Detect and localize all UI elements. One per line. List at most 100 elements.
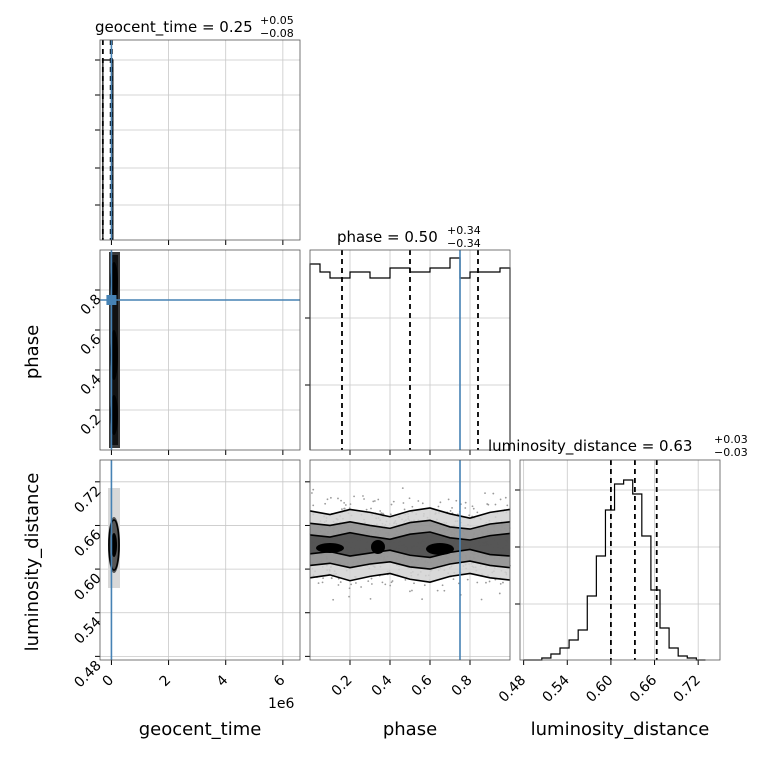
pl-sample-point <box>380 512 383 515</box>
gtl-contour-outer <box>108 519 120 571</box>
ld-xtick-label-4: 0.72 <box>670 672 703 705</box>
pl-sample-point <box>401 487 404 490</box>
title-phase-minus: −0.34 <box>447 237 481 250</box>
pl-sample-point <box>476 511 479 514</box>
pl-sample-point <box>343 501 346 504</box>
phase-histogram-panel <box>305 249 511 455</box>
ld-frame <box>519 459 721 661</box>
pl-sample-point <box>337 497 339 500</box>
title-luminosity-distance: luminosity_distance = 0.63 <box>488 437 692 456</box>
pl-sample-point <box>379 510 382 512</box>
gtp-ytick-label-2: 0.6 <box>78 331 105 358</box>
title-phase-plus: +0.34 <box>447 224 481 237</box>
pl-contour-1-lower <box>309 560 511 570</box>
geocent-time-vs-phase-panel: 0.2 0.4 0.6 0.8 <box>78 249 301 455</box>
gtp-frame <box>99 249 301 451</box>
gtl-xtick-label-1: 2 <box>157 672 175 690</box>
pl-contour-2-upper <box>309 531 511 541</box>
pl-sample-point <box>329 496 332 499</box>
pl-sample-point <box>471 505 474 508</box>
pl-sample-point <box>348 595 350 598</box>
gtl-contour-inner <box>111 533 117 557</box>
pl-sample-point <box>455 499 458 502</box>
pl-sample-point <box>443 589 446 592</box>
pl-sample-point <box>417 500 420 502</box>
pl-sample-point <box>408 497 411 500</box>
ylabel-phase: phase <box>22 325 43 379</box>
pl-sample-point <box>365 508 368 511</box>
ld-xtick-label-3: 0.66 <box>627 672 660 705</box>
geocent-time-histogram-panel <box>95 39 301 245</box>
pl-density-band-2 <box>310 532 510 558</box>
pl-sample-point <box>370 577 373 580</box>
pl-sample-point <box>337 584 340 586</box>
gtl-ytick-label-0: 0.48 <box>71 658 104 691</box>
pl-sample-point <box>421 502 424 505</box>
pl-sample-point <box>367 580 370 582</box>
pl-sample-point <box>488 580 491 583</box>
pl-core-blob-2 <box>426 543 454 555</box>
pl-sample-point <box>466 578 469 581</box>
pl-sample-point <box>472 507 475 510</box>
pl-sample-point <box>447 498 450 501</box>
ld-hist-step <box>523 479 706 661</box>
pl-sample-point <box>480 598 483 601</box>
pl-contour-0-lower <box>309 572 511 583</box>
pl-sample-point <box>404 578 407 581</box>
pl-sample-point <box>494 503 497 506</box>
pl-sample-point <box>360 586 362 588</box>
pl-xtick-label-1: 0.4 <box>369 672 396 699</box>
ylabel-luminosity-distance: luminosity_distance <box>22 473 43 652</box>
pl-sample-point <box>348 587 351 590</box>
gt-frame <box>99 39 301 241</box>
pl-sample-point <box>317 582 320 585</box>
pl-sample-point <box>452 578 455 580</box>
title-luminosity-distance-plus: +0.03 <box>714 433 748 446</box>
pl-sample-point <box>369 597 372 600</box>
pl-sample-point <box>340 499 342 502</box>
pl-sample-point <box>390 503 393 506</box>
pl-sample-point <box>506 504 509 507</box>
pl-sample-point <box>464 501 467 504</box>
ld-xtick-label-1: 0.54 <box>540 672 573 705</box>
pl-sample-point <box>411 589 413 592</box>
pl-sample-point <box>413 582 415 585</box>
pl-xtick-label-0: 0.2 <box>329 672 356 699</box>
pl-sample-point <box>373 500 376 502</box>
pl-sample-point <box>492 492 495 495</box>
pl-sample-point <box>343 507 346 510</box>
pl-xtick-label-3: 0.8 <box>449 672 476 699</box>
title-luminosity-distance-minus: −0.03 <box>714 446 748 459</box>
pl-xtick-label-2: 0.6 <box>409 672 436 699</box>
pl-sample-point <box>312 488 315 491</box>
pl-sample-point <box>464 507 467 509</box>
pl-sample-point <box>353 495 355 498</box>
pl-sample-point <box>411 505 414 508</box>
pl-sample-point <box>389 584 392 587</box>
pl-contour-1-upper <box>309 519 511 530</box>
pl-sample-point <box>449 510 452 512</box>
gtl-xtick-label-0: 0 <box>99 672 117 690</box>
gtp-truth-marker <box>106 295 117 305</box>
pl-sample-point <box>355 582 357 584</box>
pl-sample-point <box>485 581 487 584</box>
pl-sample-point <box>341 508 343 511</box>
pl-sample-point <box>312 504 315 507</box>
pl-sample-point <box>350 583 353 586</box>
luminosity-distance-histogram-panel: 0.48 0.54 0.60 0.66 0.72 <box>496 459 721 706</box>
phase-vs-distance-panel: 0.2 0.4 0.6 0.8 <box>305 459 511 699</box>
pl-sample-point <box>381 581 384 584</box>
pl-sample-point <box>476 581 479 584</box>
gtl-xtick-label-2: 4 <box>214 672 232 690</box>
pl-sample-point <box>436 589 439 592</box>
gtp-ytick-label-3: 0.8 <box>78 291 105 318</box>
pl-sample-point <box>370 507 372 510</box>
pl-sample-point <box>349 503 352 506</box>
pl-sample-point <box>362 495 364 497</box>
pl-frame <box>309 459 511 661</box>
pl-sample-point <box>468 514 471 517</box>
pl-core-blob-0 <box>316 543 344 553</box>
pl-sample-point <box>498 592 501 595</box>
gtp-ytick-label-1: 0.4 <box>78 371 105 398</box>
pl-sample-point <box>504 496 507 499</box>
